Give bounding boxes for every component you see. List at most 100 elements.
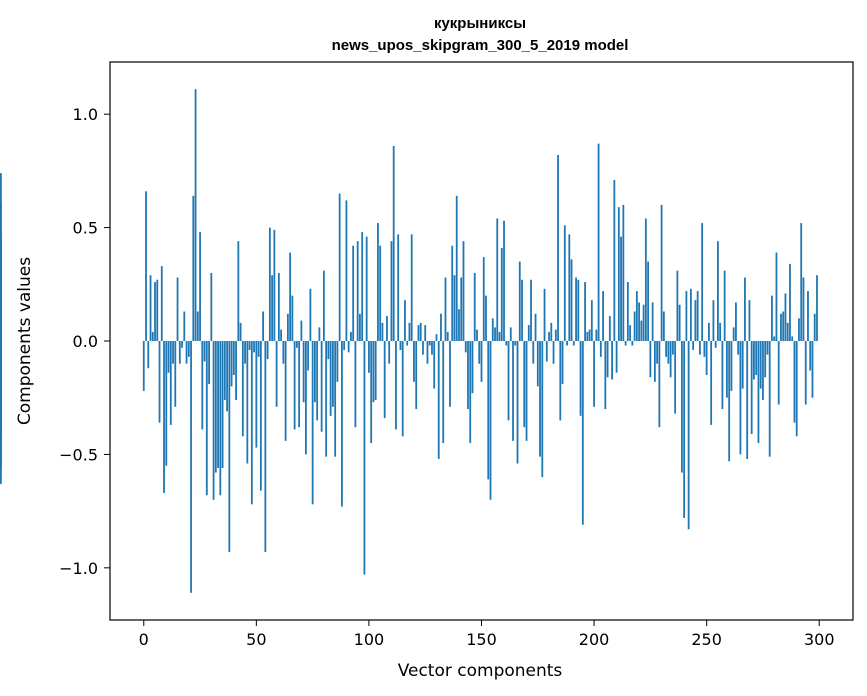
x-tick-label: 100 xyxy=(354,630,385,649)
bar xyxy=(708,322,710,341)
bar xyxy=(653,341,656,382)
bar xyxy=(374,341,377,400)
bar xyxy=(219,341,222,496)
bar xyxy=(606,341,609,378)
bar xyxy=(577,279,580,341)
bar xyxy=(341,341,343,507)
bar xyxy=(665,341,668,357)
y-axis-label: Components values xyxy=(15,257,35,425)
bar xyxy=(789,263,791,341)
bar xyxy=(359,313,361,341)
x-tick-label: 150 xyxy=(466,630,497,649)
bar xyxy=(703,341,706,357)
bar xyxy=(223,341,226,400)
bar xyxy=(0,238,2,341)
bar xyxy=(762,341,764,400)
bar xyxy=(777,341,780,405)
bar xyxy=(163,341,165,493)
bar xyxy=(732,327,735,341)
bar xyxy=(190,341,192,593)
bar xyxy=(593,341,595,407)
bar xyxy=(244,341,246,364)
bar xyxy=(514,341,517,346)
bar xyxy=(626,282,629,341)
bar xyxy=(518,261,521,341)
x-tick-label: 250 xyxy=(691,630,722,649)
bar xyxy=(142,341,145,391)
bar xyxy=(212,341,215,500)
bar xyxy=(435,334,438,341)
bar xyxy=(241,341,244,437)
bar xyxy=(741,341,744,389)
bar xyxy=(185,341,188,364)
bar xyxy=(413,341,415,382)
bar xyxy=(678,304,681,341)
x-axis-label: Vector components xyxy=(398,661,563,681)
bar xyxy=(786,322,789,341)
bar xyxy=(624,341,627,346)
bar xyxy=(617,207,620,341)
bar xyxy=(800,223,803,341)
bar xyxy=(658,341,661,428)
bar xyxy=(210,272,213,341)
bar xyxy=(298,341,301,428)
bar xyxy=(782,311,785,341)
bar xyxy=(262,311,264,341)
bar xyxy=(250,341,253,505)
bar xyxy=(676,270,679,341)
bar xyxy=(723,270,726,341)
bar xyxy=(327,341,330,360)
bar xyxy=(523,341,526,428)
bar xyxy=(417,325,420,341)
bar xyxy=(671,341,674,355)
bar xyxy=(268,227,271,341)
y-tick-label: −1.0 xyxy=(59,559,98,578)
bar xyxy=(178,341,181,364)
bar xyxy=(482,257,485,341)
bar xyxy=(662,311,665,341)
bar xyxy=(768,341,771,457)
bar xyxy=(151,331,154,341)
bar xyxy=(275,341,278,407)
bar xyxy=(354,341,357,428)
bar xyxy=(622,204,625,341)
bar xyxy=(629,325,631,341)
bar xyxy=(746,341,749,459)
bar xyxy=(530,279,532,341)
bar xyxy=(500,248,503,341)
bar xyxy=(158,341,161,423)
bar xyxy=(735,302,737,341)
bar xyxy=(194,89,197,341)
bar xyxy=(291,295,294,341)
bar xyxy=(687,341,690,530)
bar xyxy=(203,341,206,362)
bar xyxy=(649,341,652,378)
x-tick-label: 50 xyxy=(246,630,266,649)
bar-series xyxy=(0,89,818,593)
bar xyxy=(602,291,604,341)
bar xyxy=(271,275,274,341)
bar xyxy=(478,341,481,364)
bar xyxy=(307,341,310,371)
bar xyxy=(192,195,195,341)
bar xyxy=(372,341,375,403)
bar xyxy=(345,200,348,341)
bar xyxy=(257,341,260,357)
bar xyxy=(597,143,600,341)
bar xyxy=(696,291,699,341)
bar xyxy=(771,295,773,341)
bar xyxy=(680,341,683,473)
bar xyxy=(293,341,296,430)
bar xyxy=(316,341,319,421)
bar xyxy=(415,341,418,410)
bar xyxy=(726,341,728,398)
bar xyxy=(473,272,476,341)
bar xyxy=(410,234,413,341)
bar xyxy=(208,341,210,385)
bar xyxy=(383,341,386,419)
bar xyxy=(692,341,695,351)
bar xyxy=(552,341,555,364)
bar xyxy=(575,277,577,341)
bar xyxy=(311,341,314,505)
bar xyxy=(217,341,219,469)
